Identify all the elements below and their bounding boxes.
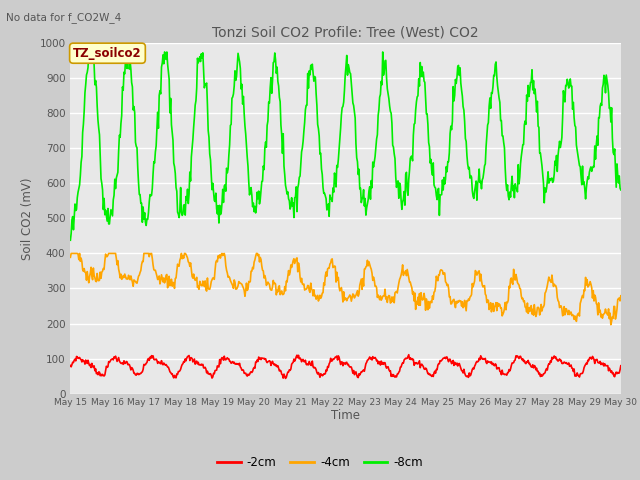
Text: No data for f_CO2W_4: No data for f_CO2W_4 (6, 12, 122, 23)
Legend: -2cm, -4cm, -8cm: -2cm, -4cm, -8cm (212, 451, 428, 474)
Y-axis label: Soil CO2 (mV): Soil CO2 (mV) (21, 177, 34, 260)
Title: Tonzi Soil CO2 Profile: Tree (West) CO2: Tonzi Soil CO2 Profile: Tree (West) CO2 (212, 25, 479, 39)
X-axis label: Time: Time (331, 409, 360, 422)
Text: TZ_soilco2: TZ_soilco2 (73, 47, 142, 60)
